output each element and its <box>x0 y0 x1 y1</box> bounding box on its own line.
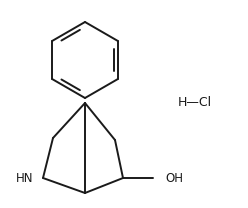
Text: H—Cl: H—Cl <box>178 97 212 109</box>
Text: HN: HN <box>16 172 34 184</box>
Text: OH: OH <box>165 172 183 184</box>
